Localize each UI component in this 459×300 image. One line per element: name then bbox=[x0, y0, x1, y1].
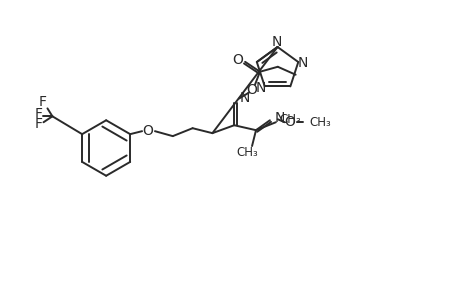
Text: N: N bbox=[255, 81, 265, 95]
Text: N: N bbox=[239, 92, 249, 106]
Text: F: F bbox=[34, 107, 42, 121]
Text: CH₃: CH₃ bbox=[309, 116, 330, 129]
Text: F: F bbox=[34, 117, 42, 131]
Text: N: N bbox=[271, 35, 281, 49]
Text: N: N bbox=[274, 111, 285, 125]
Text: O: O bbox=[232, 53, 243, 67]
Text: O: O bbox=[142, 124, 153, 138]
Text: O: O bbox=[284, 115, 295, 129]
Text: F: F bbox=[39, 95, 46, 110]
Text: CH₃: CH₃ bbox=[279, 113, 301, 126]
Text: N: N bbox=[297, 56, 308, 70]
Text: O: O bbox=[246, 82, 257, 97]
Text: CH₃: CH₃ bbox=[236, 146, 257, 160]
